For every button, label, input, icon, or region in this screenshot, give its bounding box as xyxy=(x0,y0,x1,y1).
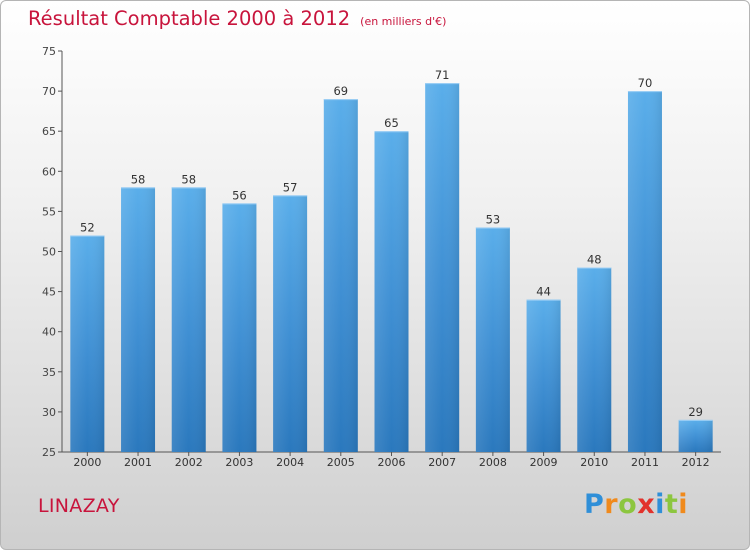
bars xyxy=(70,83,713,453)
bar-shading xyxy=(222,203,257,452)
x-tick-label: 2006 xyxy=(378,456,406,469)
proxiti-logo[interactable]: Proxiti xyxy=(584,489,688,520)
x-tick-label: 2005 xyxy=(327,456,355,469)
y-tick-label: 25 xyxy=(42,446,56,459)
logo-letter: x xyxy=(637,489,656,520)
data-label: 69 xyxy=(333,84,348,98)
data-label: 56 xyxy=(232,188,247,202)
y-tick-label: 55 xyxy=(42,205,56,218)
data-label: 53 xyxy=(486,212,501,226)
commune-name: LINAZAY xyxy=(38,495,120,517)
y-tick-label: 45 xyxy=(42,286,56,299)
data-label: 57 xyxy=(283,180,298,194)
y-tick-label: 60 xyxy=(42,165,56,178)
y-tick-label: 65 xyxy=(42,125,56,138)
data-labels: 52 58 58 56 57 69 65 71 53 44 48 70 29 xyxy=(80,68,703,419)
data-label: 29 xyxy=(688,405,703,419)
logo-letter: P xyxy=(584,489,605,520)
x-tick-label: 2003 xyxy=(225,456,253,469)
data-label: 48 xyxy=(587,253,602,267)
y-tick-label: 30 xyxy=(42,406,56,419)
logo-letter: r xyxy=(604,489,619,520)
bar-shading xyxy=(374,131,409,452)
bar-shading xyxy=(273,195,308,453)
x-tick-label: 2007 xyxy=(428,456,456,469)
bar-shading xyxy=(678,419,713,452)
data-label: 65 xyxy=(384,116,399,130)
x-tick-label: 2001 xyxy=(124,456,152,469)
x-tick-label: 2010 xyxy=(580,456,608,469)
logo-letter: t xyxy=(664,489,679,520)
bar-shading xyxy=(526,299,561,452)
data-label: 58 xyxy=(131,172,146,186)
y-tick-label: 70 xyxy=(42,85,56,98)
bar-shading xyxy=(475,227,510,452)
x-tick-label: 2011 xyxy=(631,456,659,469)
logo-letter: o xyxy=(618,489,638,520)
logo-letter: i xyxy=(655,489,665,520)
x-tick-label: 2004 xyxy=(276,456,304,469)
data-label: 58 xyxy=(181,172,196,186)
bar-shading xyxy=(425,83,460,452)
bar-shading xyxy=(627,91,662,452)
x-tick-label: 2009 xyxy=(530,456,558,469)
chart-title: Résultat Comptable 2000 à 2012 xyxy=(28,7,351,30)
data-label: 70 xyxy=(638,76,653,90)
bar-shading xyxy=(577,267,612,452)
bar-shading xyxy=(323,99,358,453)
bar-shading xyxy=(70,235,105,452)
logo-letter: i xyxy=(678,489,689,520)
title-block: Résultat Comptable 2000 à 2012 (en millie… xyxy=(28,7,446,30)
y-tick-label: 75 xyxy=(42,45,56,58)
data-label: 71 xyxy=(435,68,450,82)
y-tick-label: 40 xyxy=(42,326,56,339)
data-label: 52 xyxy=(80,220,95,234)
x-tick-label: 2000 xyxy=(73,456,101,469)
bar-shading xyxy=(171,187,206,452)
y-tick-label: 50 xyxy=(42,246,56,259)
x-tick-label: 2008 xyxy=(479,456,507,469)
data-label: 44 xyxy=(536,285,551,299)
chart-subtitle: (en milliers d'€) xyxy=(360,15,447,28)
x-tick-label: 2012 xyxy=(682,456,710,469)
bar-shading xyxy=(121,187,156,452)
x-tick-label: 2002 xyxy=(175,456,203,469)
y-tick-label: 35 xyxy=(42,366,56,379)
